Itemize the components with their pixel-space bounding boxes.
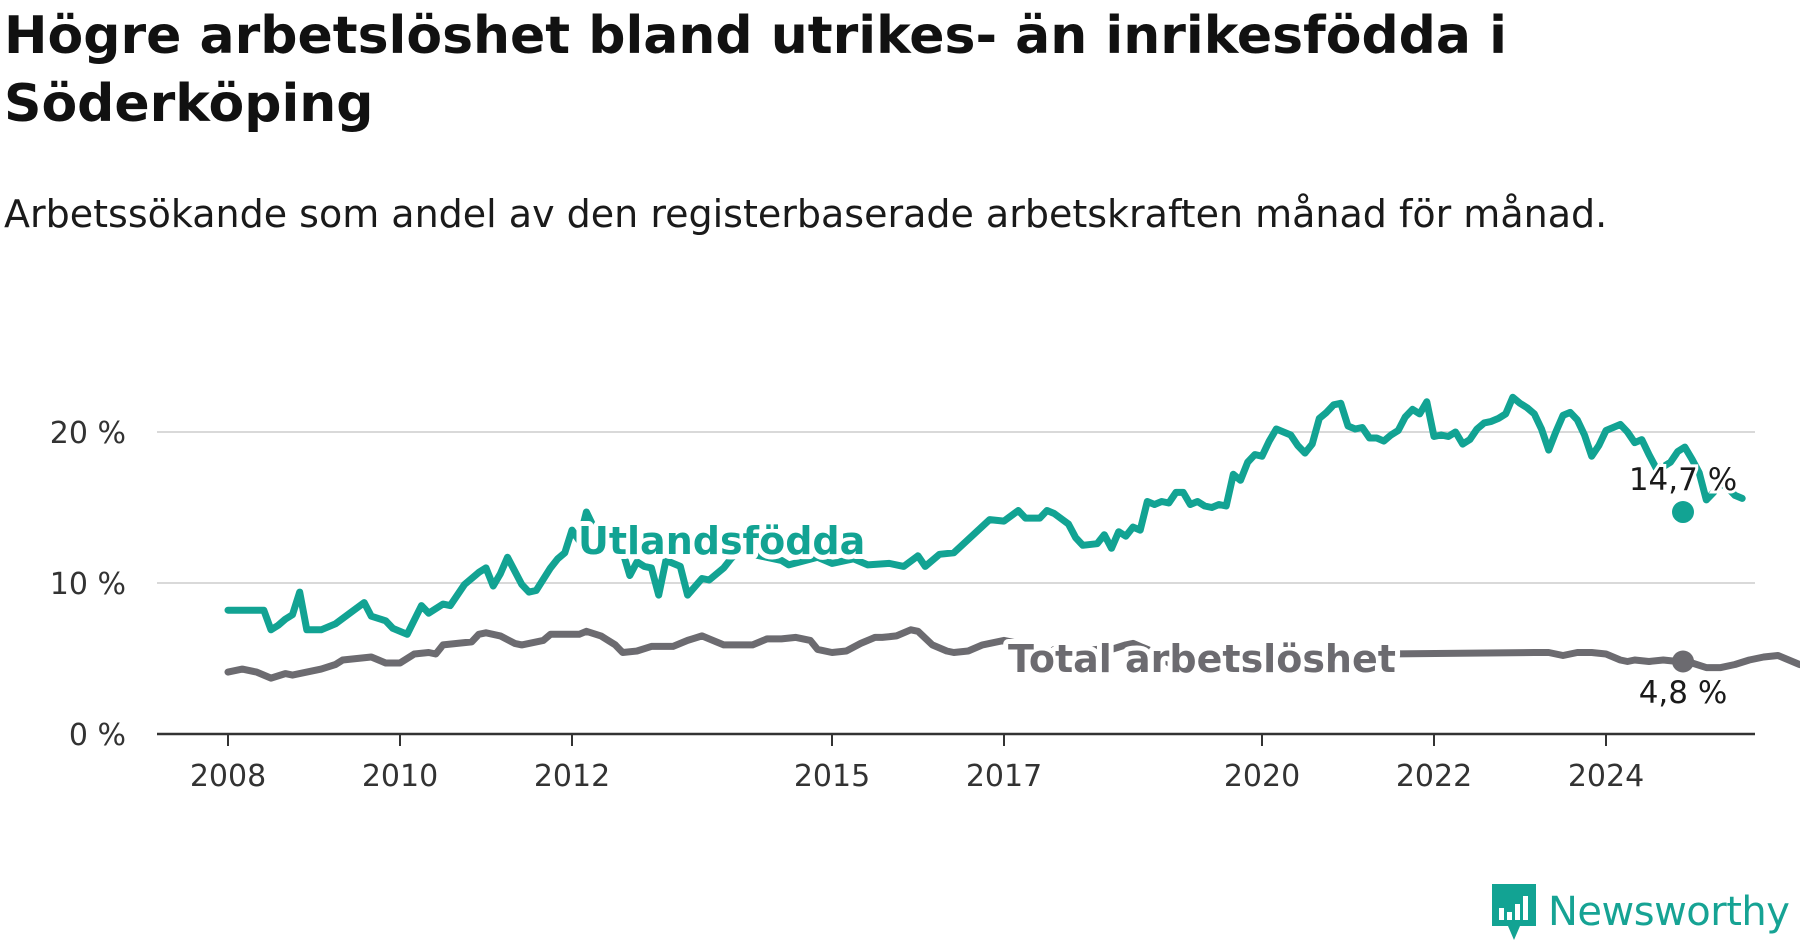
newsworthy-logo-icon [1492, 884, 1536, 940]
x-tick-label: 2010 [362, 759, 438, 794]
x-tick-label: 2015 [794, 759, 870, 794]
end-label-total: 4,8 % [1639, 675, 1728, 711]
chart-subtitle: Arbetssökande som andel av den registerb… [4, 192, 1608, 236]
series-line-total [224, 626, 1800, 682]
chart-title: Högre arbetslöshet bland utrikes- än inr… [4, 6, 1507, 134]
brand-logo: Newsworthy [1490, 882, 1790, 942]
end-point-utlandsfodda [1672, 501, 1694, 524]
brand-name: Newsworthy [1548, 889, 1790, 935]
series-label-total: Total arbetslöshet [1008, 637, 1396, 681]
x-tick-label: 2022 [1396, 759, 1472, 794]
x-tick-label: 2020 [1224, 759, 1300, 794]
x-tick-label: 2017 [966, 759, 1042, 794]
series-line-utlandsfodda [224, 393, 1746, 638]
x-tick-label: 2012 [534, 759, 610, 794]
y-tick-label: 20 % [50, 416, 126, 451]
y-tick-label: 0 % [69, 718, 126, 753]
x-tick-label: 2008 [190, 759, 266, 794]
end-point-total [1672, 650, 1694, 673]
end-label-utlandsfodda: 14,7 % [1629, 462, 1737, 498]
series-label-utlandsfodda: Utlandsfödda [578, 519, 865, 563]
x-tick-label: 2024 [1568, 759, 1644, 794]
y-tick-label: 10 % [50, 567, 126, 602]
